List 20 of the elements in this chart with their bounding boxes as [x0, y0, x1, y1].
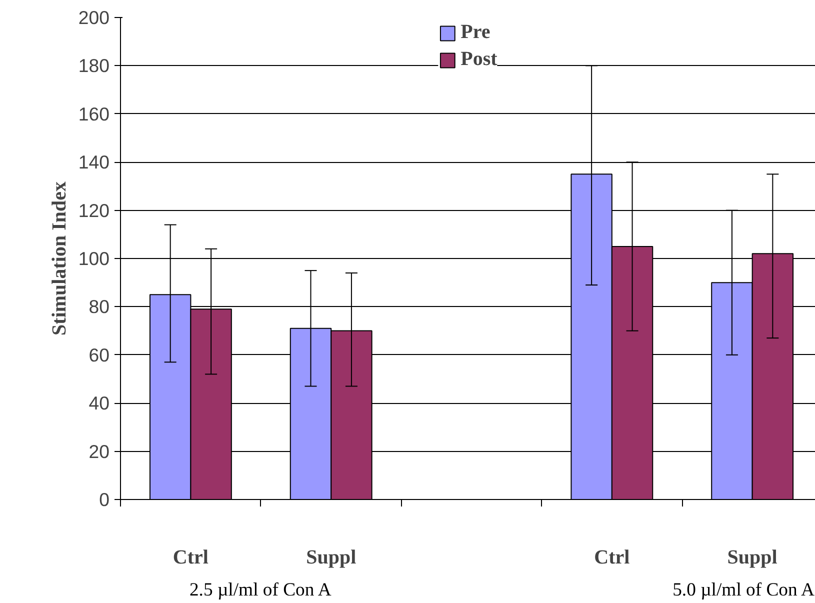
legend-label: Post	[460, 48, 498, 71]
y-tick-label: 120	[78, 200, 110, 221]
text: 5.0 µl/ml of Con A	[672, 580, 815, 600]
y-tick-label: 60	[88, 344, 110, 366]
x-tick-label: Suppl	[306, 546, 357, 568]
x-tick-label: Ctrl	[172, 546, 209, 568]
y-tick-label: 100	[78, 248, 110, 269]
legend-label: Pre	[460, 21, 490, 44]
y-tick-label: 160	[78, 103, 110, 124]
y-axis-title: Stimulation Index	[48, 182, 70, 336]
y-tick-label: 0	[99, 489, 110, 510]
x-tick-label: Ctrl	[594, 546, 630, 568]
y-tick-label: 80	[88, 296, 110, 318]
y-tick-label: 40	[88, 392, 110, 414]
y-tick-label: 140	[78, 152, 110, 173]
x-tick-label: Suppl	[727, 546, 778, 568]
y-tick-label: 180	[78, 55, 110, 76]
y-tick-label: 20	[88, 440, 110, 462]
text: 2.5 µl/ml of Con A	[189, 580, 332, 600]
y-tick-label: 200	[78, 7, 110, 28]
